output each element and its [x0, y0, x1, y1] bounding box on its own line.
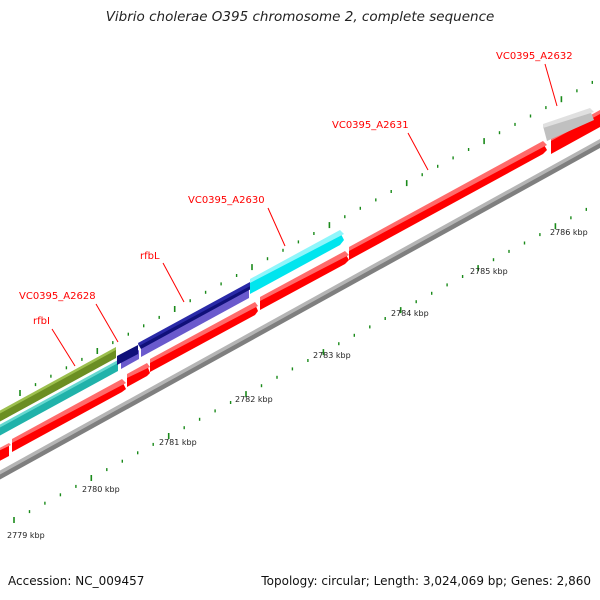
gene-arrow-grey[interactable]	[543, 108, 594, 141]
gene-arrow-red[interactable]	[260, 251, 349, 310]
tick-label: 2785 kbp	[470, 267, 508, 276]
gene-label[interactable]: VC0395_A2628	[19, 291, 96, 302]
tick-label: 2779 kbp	[7, 531, 45, 540]
gene-label[interactable]: rfbL	[140, 251, 160, 262]
tick-label: 2786 kbp	[550, 228, 588, 237]
map-title: Vibrio cholerae O395 chromosome 2, compl…	[105, 9, 495, 25]
gene-arrow-teal[interactable]	[0, 360, 118, 441]
tick-label: 2781 kbp	[159, 438, 197, 447]
gene-arrow-olive[interactable]	[0, 347, 116, 427]
gene-arrow-navy[interactable]	[138, 282, 252, 349]
tick-label: 2784 kbp	[391, 309, 429, 318]
gene-arrow-red[interactable]	[127, 363, 150, 387]
forward-cds-track	[0, 110, 600, 466]
gene-arrow-cyan[interactable]	[250, 230, 344, 294]
gene-label[interactable]: VC0395_A2630	[188, 195, 265, 206]
tick-label: 2780 kbp	[82, 485, 120, 494]
gene-arrow-purple[interactable]	[141, 289, 249, 357]
gene-arrow-navy[interactable]	[117, 345, 138, 365]
gene-label[interactable]: rfbI	[33, 316, 50, 327]
kbp-labels: 2779 kbp 2780 kbp 2781 kbp 2782 kbp 2783…	[7, 228, 588, 540]
gene-arrow-red[interactable]	[0, 443, 11, 466]
gene-label[interactable]: VC0395_A2632	[496, 51, 573, 62]
colored-gene-track	[0, 108, 594, 441]
genome-summary-text: Topology: circular; Length: 3,024,069 bp…	[261, 574, 591, 588]
tick-label: 2783 kbp	[313, 351, 351, 360]
gene-labels: VC0395_A2632 VC0395_A2631 VC0395_A2630 r…	[19, 51, 573, 327]
gene-label[interactable]: VC0395_A2631	[332, 120, 409, 131]
scale-ticks-upper	[19, 80, 593, 396]
gene-arrow-red[interactable]	[150, 302, 258, 372]
gene-arrow-red[interactable]	[349, 141, 547, 260]
accession-text: Accession: NC_009457	[8, 574, 145, 588]
dna-backbone	[0, 139, 600, 480]
scale-ticks-lower	[13, 207, 587, 523]
gene-arrow-red[interactable]	[12, 379, 126, 452]
label-leaders	[51, 63, 558, 367]
tick-label: 2782 kbp	[235, 395, 273, 404]
